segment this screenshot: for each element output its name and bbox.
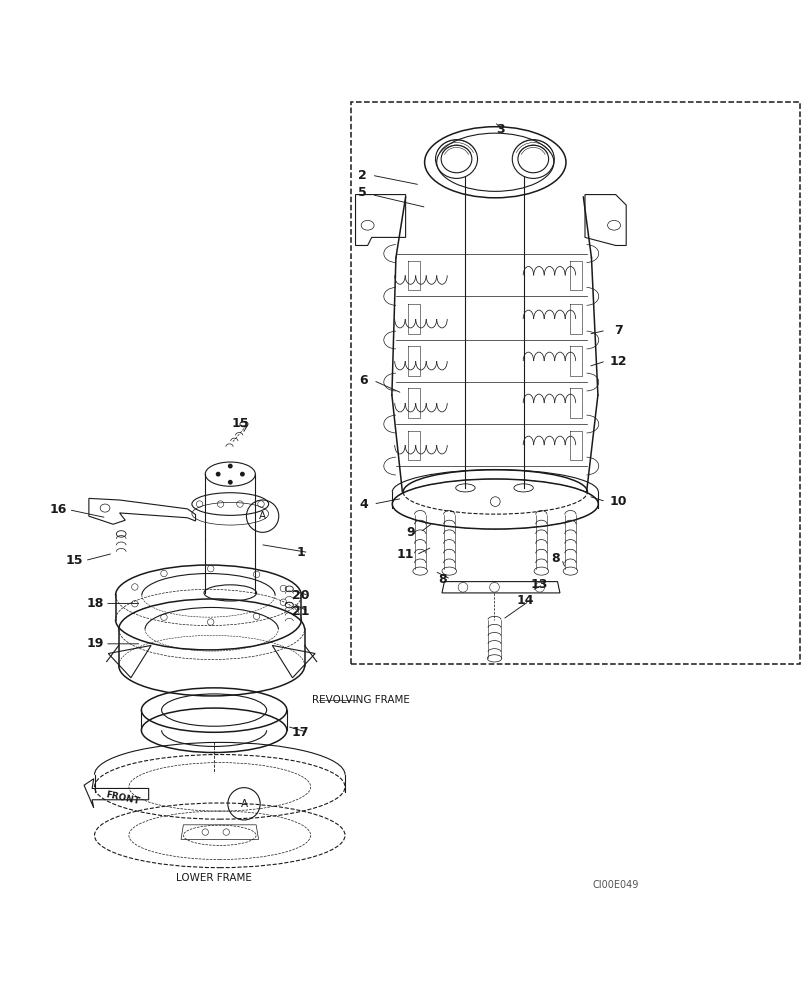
Text: 16: 16	[49, 503, 67, 516]
Text: 14: 14	[516, 594, 534, 607]
Text: 15: 15	[232, 417, 250, 430]
Text: 8: 8	[439, 573, 447, 586]
Text: CI00E049: CI00E049	[592, 880, 639, 890]
Circle shape	[240, 472, 245, 477]
Text: 19: 19	[86, 637, 104, 650]
Text: 17: 17	[292, 726, 309, 739]
Text: 6: 6	[360, 374, 368, 387]
Text: FRONT: FRONT	[105, 790, 141, 806]
Text: 9: 9	[406, 526, 415, 539]
Text: 4: 4	[360, 498, 368, 511]
Text: 13: 13	[531, 578, 549, 591]
Text: 2: 2	[358, 169, 366, 182]
Text: 21: 21	[292, 605, 309, 618]
Circle shape	[228, 464, 233, 468]
Text: 10: 10	[609, 495, 627, 508]
Text: A: A	[259, 511, 266, 521]
Text: LOWER FRAME: LOWER FRAME	[176, 873, 252, 883]
Bar	[351, 102, 800, 664]
Text: 20: 20	[292, 589, 309, 602]
Text: REVOLVING FRAME: REVOLVING FRAME	[312, 695, 410, 705]
Text: 7: 7	[614, 324, 622, 337]
Circle shape	[216, 472, 221, 477]
Circle shape	[228, 480, 233, 485]
Text: 18: 18	[86, 597, 104, 610]
Text: A: A	[241, 799, 247, 809]
Text: 11: 11	[397, 548, 415, 561]
Text: 12: 12	[609, 355, 627, 368]
Text: 5: 5	[358, 186, 366, 199]
Text: 3: 3	[497, 123, 505, 136]
Text: 15: 15	[65, 554, 83, 567]
Text: 8: 8	[552, 552, 560, 565]
Text: 1: 1	[297, 546, 305, 559]
